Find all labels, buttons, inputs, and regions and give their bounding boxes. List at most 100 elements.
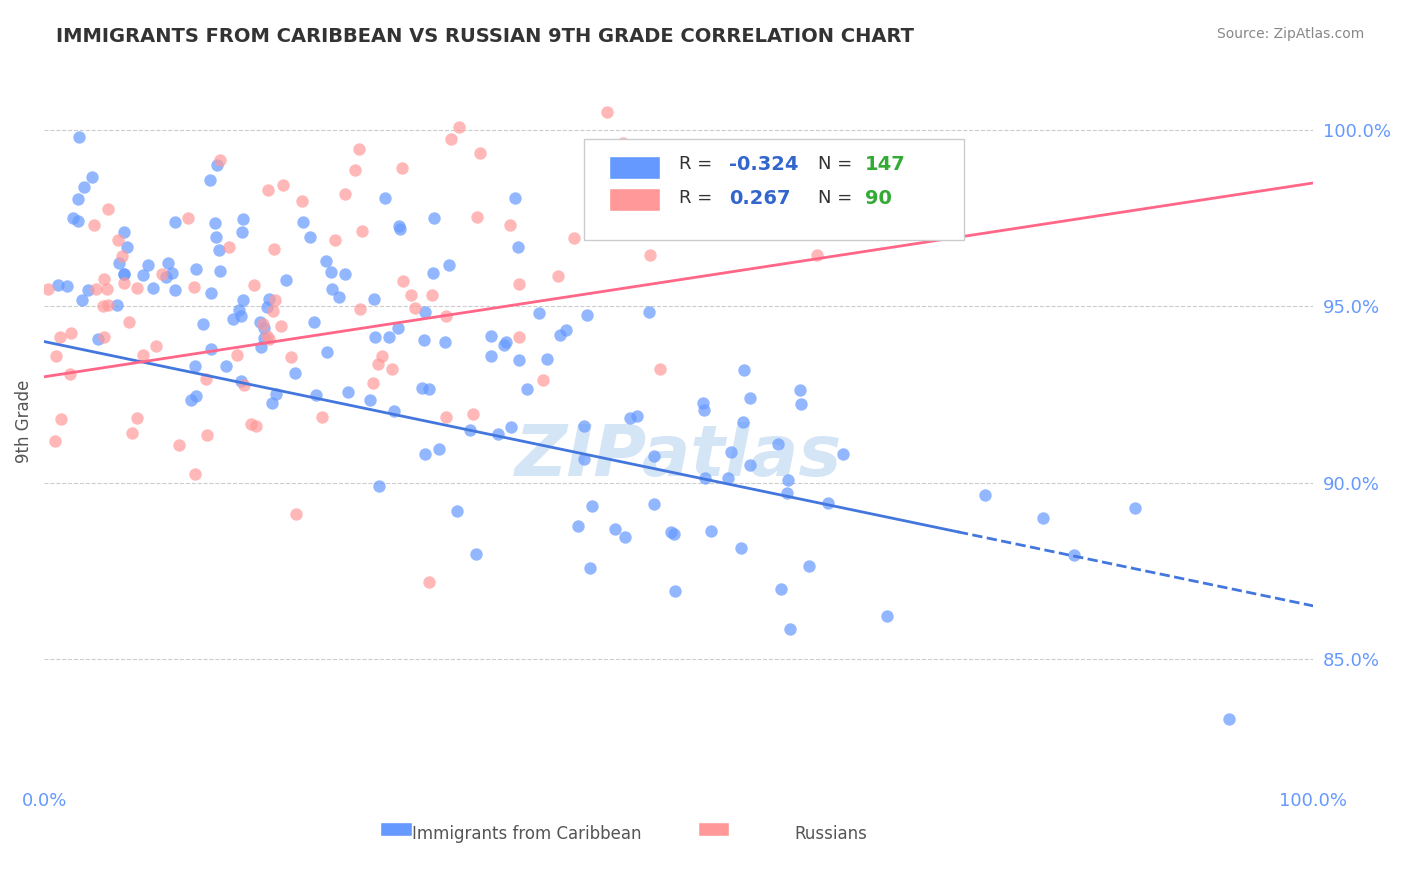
Point <box>350 224 373 238</box>
Point <box>222 312 245 326</box>
Point <box>115 240 138 254</box>
Point <box>253 320 276 334</box>
Point <box>434 409 457 424</box>
Point <box>374 191 396 205</box>
Point <box>195 428 218 442</box>
Point <box>413 304 436 318</box>
Point <box>37 282 59 296</box>
Point <box>150 267 173 281</box>
Point <box>257 332 280 346</box>
Point <box>112 276 135 290</box>
Point <box>256 328 278 343</box>
Point <box>730 541 752 555</box>
Point <box>364 330 387 344</box>
Point <box>503 191 526 205</box>
Point <box>45 349 67 363</box>
Point <box>776 486 799 500</box>
Point <box>458 423 481 437</box>
Point <box>437 258 460 272</box>
Point <box>657 178 679 192</box>
Point <box>789 383 811 397</box>
Point <box>200 285 222 300</box>
Point <box>555 323 578 337</box>
Point <box>302 316 325 330</box>
Point <box>184 467 207 481</box>
Point <box>391 161 413 175</box>
Point <box>700 524 723 539</box>
Point <box>411 381 433 395</box>
Point <box>479 350 502 364</box>
Point <box>253 331 276 345</box>
Point <box>508 330 530 344</box>
Point <box>603 522 626 536</box>
Point <box>270 319 292 334</box>
Point <box>257 183 280 197</box>
Point <box>162 266 184 280</box>
Point <box>250 340 273 354</box>
Point <box>118 315 141 329</box>
Point <box>198 172 221 186</box>
Bar <box>609 156 659 178</box>
Point <box>245 419 267 434</box>
Text: -0.324: -0.324 <box>730 155 799 174</box>
Point <box>145 339 167 353</box>
Point <box>1123 501 1146 516</box>
Point <box>112 267 135 281</box>
Point <box>263 243 285 257</box>
Point <box>399 288 422 302</box>
Point <box>446 503 468 517</box>
Point <box>107 233 129 247</box>
Point <box>256 300 278 314</box>
Point <box>249 314 271 328</box>
Point <box>321 281 343 295</box>
Point <box>1218 712 1240 726</box>
Point <box>499 420 522 434</box>
Point <box>291 194 314 208</box>
Point <box>67 214 90 228</box>
Text: IMMIGRANTS FROM CARIBBEAN VS RUSSIAN 9TH GRADE CORRELATION CHART: IMMIGRANTS FROM CARIBBEAN VS RUSSIAN 9TH… <box>56 27 914 45</box>
Point <box>422 288 444 302</box>
Point <box>49 330 72 344</box>
Point <box>412 333 434 347</box>
Point <box>479 329 502 343</box>
Point <box>619 410 641 425</box>
Point <box>91 299 114 313</box>
Point <box>231 309 253 323</box>
Point <box>367 358 389 372</box>
Point <box>659 524 682 539</box>
Point <box>67 130 90 145</box>
Point <box>614 530 637 544</box>
Point <box>132 268 155 282</box>
Point <box>359 392 381 407</box>
Point <box>572 451 595 466</box>
Point <box>465 210 488 224</box>
Point <box>371 349 394 363</box>
Point <box>316 345 339 359</box>
Point <box>59 326 82 340</box>
Point <box>547 269 569 284</box>
Point <box>693 471 716 485</box>
Point <box>638 305 661 319</box>
Point <box>495 334 517 349</box>
Point <box>208 264 231 278</box>
Point <box>93 271 115 285</box>
Point <box>229 374 252 388</box>
Point <box>183 279 205 293</box>
Point <box>797 559 820 574</box>
Point <box>232 293 254 308</box>
Point <box>572 418 595 433</box>
Point <box>733 363 755 377</box>
Point <box>207 158 229 172</box>
Point <box>768 437 790 451</box>
Point <box>464 547 486 561</box>
Point <box>581 499 603 513</box>
Point <box>508 352 530 367</box>
Point <box>423 211 446 226</box>
Text: Russians: Russians <box>794 825 868 844</box>
Point <box>343 162 366 177</box>
Point <box>612 136 634 151</box>
Point <box>392 274 415 288</box>
Bar <box>381 822 412 837</box>
Point <box>292 215 315 229</box>
Bar <box>609 188 659 211</box>
